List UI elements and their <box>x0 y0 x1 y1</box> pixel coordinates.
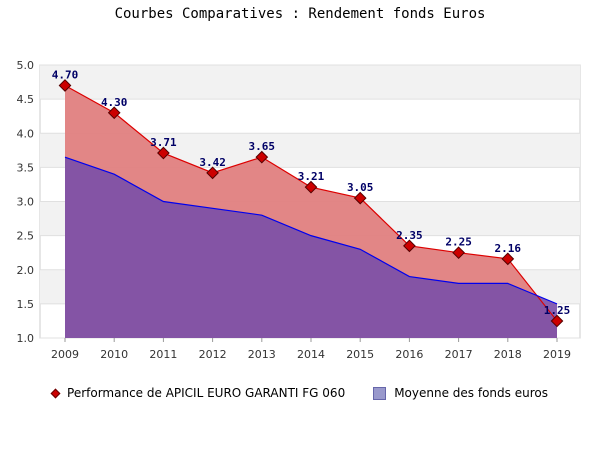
x-tick-label: 2019 <box>543 348 571 361</box>
data-point <box>107 106 121 120</box>
data-point <box>353 191 367 205</box>
y-tick-label: 2.0 <box>17 264 35 277</box>
y-tick-label: 3.0 <box>17 196 35 209</box>
data-label: 2.25 <box>445 236 472 249</box>
y-tick-label: 3.5 <box>17 161 35 174</box>
data-label: 4.30 <box>101 96 128 109</box>
data-point <box>157 146 170 160</box>
series-area-average <box>65 157 557 338</box>
data-point <box>501 252 515 266</box>
y-tick-label: 2.5 <box>17 230 35 243</box>
data-point <box>206 166 219 180</box>
data-label: 4.70 <box>52 68 79 81</box>
x-tick-label: 2009 <box>51 348 79 361</box>
chart-canvas: 1.0 1.5 2.0 2.5 3.0 3.5 4.0 4.5 5.0 2009 2010 2011… <box>17 59 581 361</box>
data-label: 3.71 <box>150 136 177 149</box>
data-label: 3.42 <box>199 156 226 169</box>
y-tick-label: 1.0 <box>17 332 35 345</box>
data-point <box>452 246 465 260</box>
x-tick-label: 2010 <box>100 348 128 361</box>
legend-label-performance: Performance de APICIL EURO GARANTI FG 06… <box>67 386 346 400</box>
y-tick-label: 4.0 <box>17 127 35 140</box>
data-point <box>255 150 269 164</box>
series-areas <box>65 85 557 338</box>
x-tick-label: 2017 <box>445 348 473 361</box>
data-label: 3.21 <box>298 170 325 183</box>
x-tick-label: 2012 <box>199 348 227 361</box>
legend-swatch-average <box>373 386 387 400</box>
series-line-average <box>64 156 558 305</box>
data-point <box>58 79 72 92</box>
x-tick-label: 2014 <box>297 348 325 361</box>
data-point <box>403 239 416 253</box>
data-label: 2.35 <box>396 229 423 242</box>
data-label: 3.65 <box>249 140 276 153</box>
x-axis: 2009 2010 2011 2012 2013 2014 2015 2016 2017 2018… <box>51 338 571 361</box>
grid-band <box>40 65 580 100</box>
chart-title: Courbes Comparatives : Rendement fonds E… <box>114 6 486 22</box>
y-tick-label: 1.5 <box>17 298 35 311</box>
data-label: 3.05 <box>347 181 374 194</box>
data-labels: 4.70 4.30 3.71 3.42 3.65 3.21 3.05 2.35 2.25 2.16… <box>52 68 571 316</box>
data-label: 1.25 <box>544 304 571 317</box>
data-point <box>550 314 564 328</box>
data-label: 2.16 <box>495 242 522 255</box>
x-tick-label: 2011 <box>149 348 177 361</box>
x-tick-label: 2015 <box>346 348 374 361</box>
legend: Performance de APICIL EURO GARANTI FG 06… <box>0 386 600 400</box>
series-points <box>58 79 564 328</box>
x-tick-label: 2018 <box>494 348 522 361</box>
legend-swatch-performance <box>50 388 61 398</box>
x-tick-label: 2013 <box>248 348 276 361</box>
legend-item-performance: Performance de APICIL EURO GARANTI FG 06… <box>50 386 346 400</box>
y-tick-label: 5.0 <box>17 59 35 72</box>
legend-item-average: Moyenne des fonds euros <box>373 386 548 400</box>
x-tick-label: 2016 <box>395 348 423 361</box>
legend-label-average: Moyenne des fonds euros <box>394 386 548 400</box>
y-tick-label: 4.5 <box>17 93 35 106</box>
data-point <box>304 180 318 194</box>
